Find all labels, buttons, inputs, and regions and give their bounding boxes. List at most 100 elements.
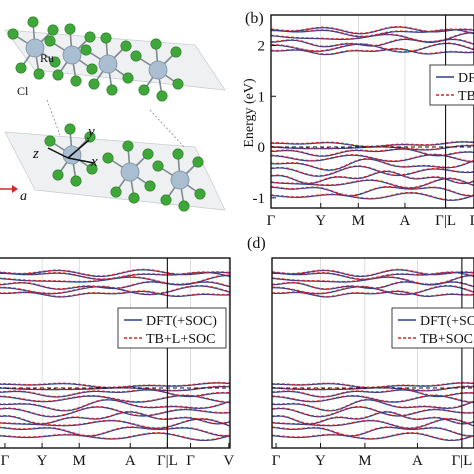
cl-atom bbox=[142, 148, 154, 160]
kpoint-label: M bbox=[73, 453, 86, 469]
kpoint-label: A bbox=[125, 453, 136, 469]
cl-atom bbox=[110, 186, 122, 198]
cl-atom bbox=[64, 123, 76, 135]
dft-band bbox=[271, 165, 474, 177]
cl-atom bbox=[160, 194, 172, 206]
band-plot-c: Γ Y M A Γ|L Γ V DFT(+SOC) TB+L+SOC bbox=[0, 257, 234, 469]
tb-band bbox=[271, 191, 474, 201]
dft-band bbox=[271, 158, 474, 171]
cl-atom bbox=[122, 72, 134, 84]
tb-band bbox=[272, 410, 474, 424]
kpoint-label: Γ bbox=[470, 213, 474, 229]
legend-label-dft: DFT bbox=[458, 71, 474, 86]
kpoint-label: Γ|L bbox=[435, 213, 456, 229]
dft-band bbox=[271, 170, 474, 185]
cl-atom bbox=[44, 35, 56, 47]
dft-band bbox=[272, 426, 474, 437]
dft-band bbox=[272, 269, 474, 278]
tb-band bbox=[272, 290, 474, 297]
tb-band bbox=[271, 153, 474, 162]
y-tick-label: 0 bbox=[258, 140, 266, 156]
ru-atom bbox=[170, 170, 190, 190]
tb-band bbox=[0, 410, 230, 424]
tb-band bbox=[271, 42, 474, 53]
tb-band bbox=[272, 417, 474, 429]
tb-band bbox=[0, 398, 230, 411]
dft-band bbox=[271, 186, 474, 197]
cl-atom bbox=[47, 24, 59, 36]
cl-label: Cl bbox=[17, 84, 29, 98]
cell-edge bbox=[149, 109, 186, 149]
cell-edge bbox=[46, 99, 61, 136]
dft-band bbox=[271, 154, 474, 163]
cl-atom bbox=[86, 63, 98, 75]
tb-band bbox=[271, 144, 474, 150]
axis-label-a: a bbox=[20, 189, 27, 204]
layer-frame bbox=[4, 131, 226, 211]
dft-band bbox=[272, 290, 474, 298]
dft-band bbox=[0, 285, 230, 296]
y-tick-label: 2 bbox=[258, 38, 266, 54]
tb-band bbox=[0, 417, 230, 429]
axis-label-x: x bbox=[90, 154, 98, 170]
kpoint-label: A bbox=[400, 213, 411, 229]
cl-atom bbox=[152, 160, 164, 172]
plot-frame bbox=[0, 257, 231, 449]
kpoint-label: M bbox=[352, 213, 365, 229]
cl-atom bbox=[64, 23, 76, 35]
axis-label-y: y bbox=[86, 124, 95, 140]
ru-atom bbox=[62, 45, 82, 65]
cl-atom bbox=[33, 68, 45, 80]
y-tick-label: -1 bbox=[253, 191, 266, 207]
dft-band bbox=[0, 411, 230, 425]
dft-band bbox=[0, 432, 230, 442]
tb-band bbox=[271, 177, 474, 188]
kpoint-label: Γ|L bbox=[451, 453, 472, 469]
cl-atom bbox=[88, 78, 100, 90]
dft-band bbox=[272, 406, 474, 418]
tb-band bbox=[272, 432, 474, 441]
dft-band bbox=[0, 269, 230, 278]
cl-atom bbox=[192, 156, 204, 168]
cl-atom bbox=[49, 56, 61, 68]
tb-band bbox=[272, 284, 474, 295]
cl-atom bbox=[52, 169, 64, 181]
cl-atom bbox=[130, 50, 142, 62]
tb-band bbox=[0, 405, 230, 417]
plot-area bbox=[272, 258, 474, 448]
plot-frame bbox=[271, 257, 474, 449]
cl-atom bbox=[144, 180, 156, 192]
tb-band bbox=[271, 170, 474, 184]
cl-atom bbox=[102, 152, 114, 164]
legend-label-dft: DFT(+SOC) bbox=[146, 314, 217, 329]
band-plot-d: Γ Y M A Γ|L DFT(+SOC) TB+SOC bbox=[271, 257, 474, 469]
tb-band bbox=[272, 398, 474, 411]
cl-atom bbox=[122, 140, 134, 152]
cl-atom bbox=[7, 28, 19, 40]
axis-arrows bbox=[47, 139, 95, 164]
legend-box bbox=[117, 307, 227, 349]
cl-atom bbox=[100, 32, 112, 44]
tb-band bbox=[272, 394, 474, 403]
cl-atom bbox=[106, 84, 118, 96]
dft-band bbox=[0, 399, 230, 412]
plot-frame bbox=[270, 14, 474, 209]
tb-band bbox=[0, 268, 230, 277]
cl-atom bbox=[86, 163, 98, 175]
legend-label-tb: TB+SOC bbox=[420, 332, 473, 347]
kpoint-label: Y bbox=[315, 213, 326, 229]
crystal-structure-panel: Ru Cl y z x a bbox=[0, 16, 226, 212]
tb-band bbox=[0, 274, 230, 285]
tb-band bbox=[0, 394, 230, 403]
tb-band bbox=[272, 405, 474, 417]
tb-band bbox=[272, 385, 474, 391]
cl-atom bbox=[84, 31, 96, 43]
crystal-atoms bbox=[4, 16, 226, 212]
dft-band bbox=[271, 42, 474, 53]
legend-label-tb: TB+L+SOC bbox=[146, 332, 215, 347]
ru-atom bbox=[148, 60, 168, 80]
cl-atom bbox=[44, 135, 56, 147]
ru-atom bbox=[25, 38, 45, 58]
tb-band bbox=[271, 25, 474, 34]
